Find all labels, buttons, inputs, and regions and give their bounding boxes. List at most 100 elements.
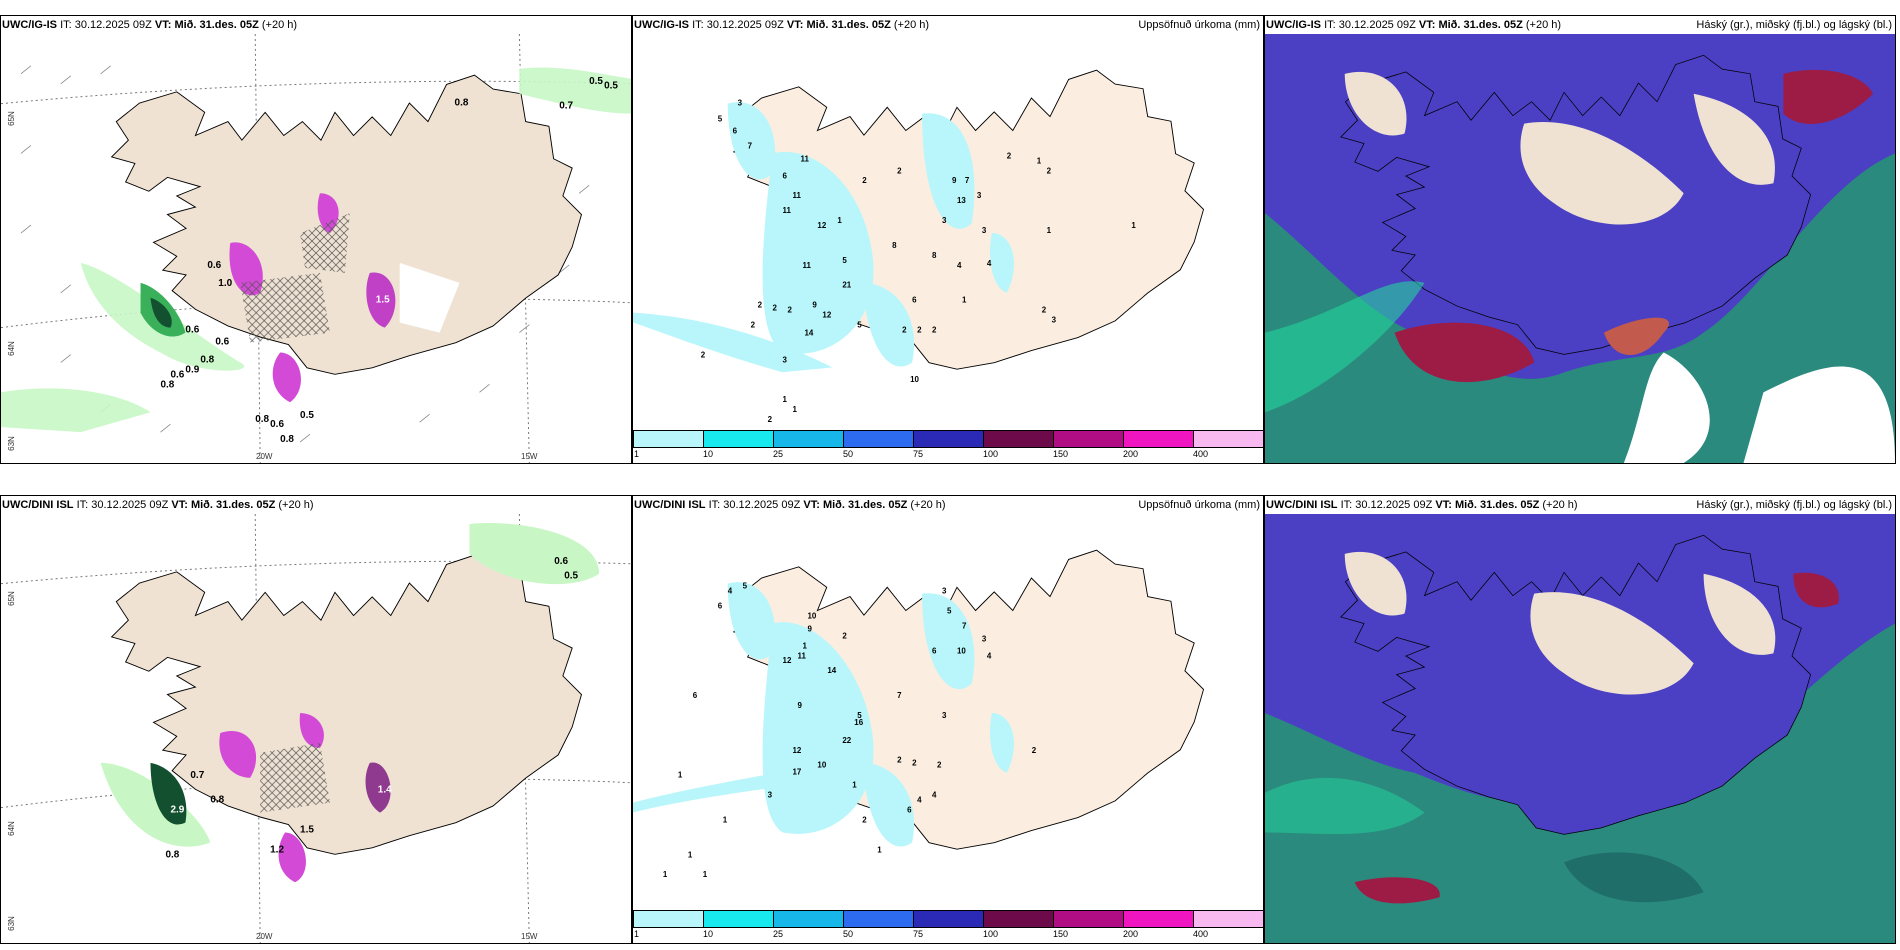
svg-text:1.2: 1.2 xyxy=(270,844,284,855)
cloud-cover-map xyxy=(1265,514,1895,943)
svg-text:3: 3 xyxy=(982,226,987,235)
colorbar-label: 25 xyxy=(773,449,784,459)
colorbar-label: 10 xyxy=(703,449,714,459)
svg-text:22: 22 xyxy=(842,736,851,745)
svg-text:14: 14 xyxy=(827,666,836,675)
svg-text:4: 4 xyxy=(987,259,992,268)
colorbar-swatch-400 xyxy=(1193,430,1263,448)
svg-text:21: 21 xyxy=(842,281,851,290)
svg-text:9: 9 xyxy=(797,701,802,710)
svg-text:0.6: 0.6 xyxy=(215,337,229,348)
svg-text:3: 3 xyxy=(942,711,947,720)
cloud-cover-map xyxy=(1265,34,1895,463)
svg-text:12: 12 xyxy=(822,311,831,320)
init-time: 30.12.2025 09Z xyxy=(706,19,784,31)
model-name: UWC/IG-IS xyxy=(1266,19,1321,31)
svg-text:2: 2 xyxy=(768,415,773,424)
colorbar-swatch-400 xyxy=(1193,910,1263,928)
svg-text:5: 5 xyxy=(743,582,748,591)
svg-text:10: 10 xyxy=(807,611,816,620)
accum-fields xyxy=(633,102,1015,373)
svg-text:2: 2 xyxy=(773,304,778,313)
wind-precip-map: 0.6 0.5 0.7 2.9 0.8 1.4 1.5 0.8 1.2 65N … xyxy=(1,514,631,943)
valid-time: Mið. 31.des. 05Z xyxy=(174,19,259,31)
colorbar-label: 50 xyxy=(843,449,854,459)
svg-text:0.8: 0.8 xyxy=(255,414,269,425)
svg-text:0.6: 0.6 xyxy=(185,325,199,336)
colorbar-swatch-100 xyxy=(983,910,1054,928)
svg-text:2: 2 xyxy=(862,176,867,185)
valid-time: Mið. 31.des. 05Z xyxy=(1454,499,1540,511)
lead-time: (+20 h) xyxy=(278,499,314,511)
svg-text:10: 10 xyxy=(957,646,966,655)
svg-text:2: 2 xyxy=(862,815,867,824)
svg-text:1: 1 xyxy=(678,771,683,780)
lead-time: (+20 h) xyxy=(893,19,930,31)
panel-ig-is-accum-precip: UWC/IG-IS IT: 30.12.2025 09Z VT: Mið. 31… xyxy=(632,15,1264,464)
colorbar-label: 10 xyxy=(703,929,714,939)
colorbar-label: 400 xyxy=(1193,929,1209,939)
svg-text:0.8: 0.8 xyxy=(200,354,214,365)
model-name: UWC/DINI ISL xyxy=(634,499,706,511)
svg-text:1: 1 xyxy=(688,850,693,859)
svg-text:7: 7 xyxy=(965,176,970,185)
svg-text:1: 1 xyxy=(1037,156,1042,165)
colorbar-label: 75 xyxy=(913,929,924,939)
panel-header: UWC/DINI ISL IT: 30.12.2025 09Z VT: Mið.… xyxy=(633,496,1263,514)
svg-text:8: 8 xyxy=(892,241,897,250)
lead-time: (+20 h) xyxy=(1542,499,1578,511)
colorbar-label: 1 xyxy=(634,929,640,939)
svg-text:1.4: 1.4 xyxy=(378,785,392,796)
svg-text:5: 5 xyxy=(857,711,862,720)
accum-precip-map: 3 5 6 7 11 6 11 11 12 1 2 2 9 7 13 3 2 1… xyxy=(633,34,1263,430)
svg-text:2: 2 xyxy=(751,321,756,330)
svg-text:2: 2 xyxy=(912,759,917,768)
svg-text:10: 10 xyxy=(910,375,919,384)
svg-text:2: 2 xyxy=(937,761,942,770)
svg-text:0.8: 0.8 xyxy=(160,379,174,390)
colorbar-swatch-1 xyxy=(633,430,704,448)
svg-text:9: 9 xyxy=(807,624,812,633)
accum-precip-map: 4 5 6 10 9 12 11 14 2 1 3 5 7 10 3 4 6 9… xyxy=(633,514,1263,910)
valid-time: Mið. 31.des. 05Z xyxy=(822,499,908,511)
panel-header: UWC/IG-IS IT: 30.12.2025 09Z VT: Mið. 31… xyxy=(633,16,1263,34)
panel-header: UWC/DINI ISL IT: 30.12.2025 09Z VT: Mið.… xyxy=(2,499,314,511)
svg-text:3: 3 xyxy=(783,355,788,364)
svg-text:1: 1 xyxy=(783,395,788,404)
model-name: UWC/IG-IS xyxy=(634,19,689,31)
wind-barbs xyxy=(20,65,590,443)
svg-text:2: 2 xyxy=(1007,151,1012,160)
svg-text:6: 6 xyxy=(912,296,917,305)
accum-value-labels: 3 5 6 7 11 6 11 11 12 1 2 2 9 7 13 3 2 1… xyxy=(701,99,1137,424)
panel-ig-is-wind-precip: UWC/IG-IS IT: 30.12.2025 09Z VT: Mið. 31… xyxy=(0,15,632,464)
panel-title: Uppsöfnuð úrkoma (mm) xyxy=(1138,19,1260,31)
svg-text:4: 4 xyxy=(932,791,937,800)
svg-text:2: 2 xyxy=(788,306,793,315)
svg-text:6: 6 xyxy=(783,171,788,180)
svg-text:0.9: 0.9 xyxy=(185,364,199,375)
colorbar-swatch-150 xyxy=(1053,430,1124,448)
svg-text:0.5: 0.5 xyxy=(604,81,618,92)
svg-text:2: 2 xyxy=(902,325,907,334)
svg-text:1: 1 xyxy=(877,845,882,854)
svg-text:12: 12 xyxy=(817,221,826,230)
precip-value-labels: 0.5 0.5 0.8 0.7 0.6 1.0 0.6 0.6 0.8 0.9 … xyxy=(160,76,618,445)
svg-text:2: 2 xyxy=(842,631,847,640)
svg-text:12: 12 xyxy=(783,656,792,665)
colorbar-swatch-100 xyxy=(983,430,1054,448)
svg-text:16: 16 xyxy=(854,718,863,727)
svg-text:1: 1 xyxy=(723,815,728,824)
svg-text:8: 8 xyxy=(932,251,937,260)
svg-text:3: 3 xyxy=(982,634,987,643)
svg-text:2: 2 xyxy=(897,166,902,175)
panel-header: UWC/DINI ISL IT: 30.12.2025 09Z VT: Mið.… xyxy=(1265,496,1895,514)
wind-precip-map: 0.5 0.5 0.8 0.7 0.6 1.0 0.6 0.6 0.8 0.9 … xyxy=(1,34,631,463)
valid-time: Mið. 31.des. 05Z xyxy=(806,19,891,31)
svg-text:5: 5 xyxy=(947,607,952,616)
colorbar-swatch-10 xyxy=(703,910,774,928)
colorbar-label: 100 xyxy=(983,929,999,939)
svg-text:0.8: 0.8 xyxy=(280,434,294,445)
init-time: 30.12.2025 09Z xyxy=(74,19,152,31)
svg-text:3: 3 xyxy=(942,587,947,596)
svg-text:3: 3 xyxy=(942,216,947,225)
